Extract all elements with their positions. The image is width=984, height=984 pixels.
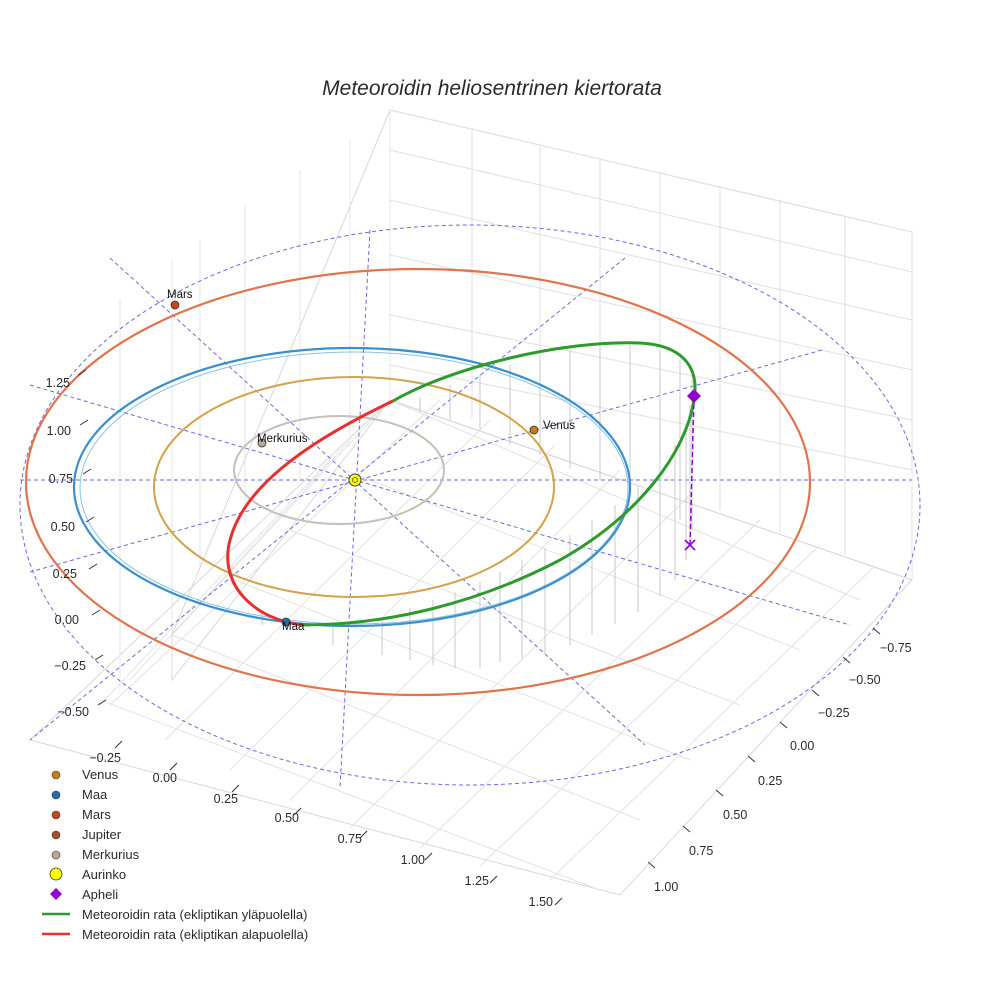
z-axis-tick-marks bbox=[77, 369, 107, 706]
planet-marker-earth bbox=[281, 617, 291, 627]
x-tick-label: 0.50 bbox=[275, 811, 299, 825]
meteoroid-orbit bbox=[226, 341, 697, 627]
legend-label: Apheli bbox=[82, 887, 118, 902]
legend-label: Mars bbox=[82, 807, 111, 822]
legend-symbol bbox=[51, 850, 61, 860]
x-tick-label: 0.00 bbox=[153, 771, 177, 785]
ecliptic-radial-3 bbox=[339, 229, 371, 789]
ecliptic-reference bbox=[19, 224, 921, 789]
legend-item-aphelion[interactable]: Apheli bbox=[50, 887, 118, 902]
z-tick-label: 0.25 bbox=[53, 567, 77, 581]
earth-orbit-inner bbox=[79, 351, 629, 625]
planet-label-earth: Maa bbox=[282, 621, 305, 633]
legend-item-mercury[interactable]: Merkurius bbox=[51, 847, 140, 862]
legend-item-sun[interactable]: Aurinko bbox=[49, 867, 126, 882]
z-tick-label: −0.50 bbox=[57, 705, 89, 719]
planet-marker-mercury bbox=[257, 438, 267, 448]
x-axis-tick-marks bbox=[114, 740, 563, 906]
grid-left-wall bbox=[99, 110, 391, 706]
legend-label: Jupiter bbox=[82, 827, 122, 842]
z-tick-label: −0.25 bbox=[54, 659, 86, 673]
y-tick-label: 0.50 bbox=[723, 808, 747, 822]
legend-item-orbit-below[interactable]: Meteoroidin rata (ekliptikan alapuolella… bbox=[42, 927, 308, 942]
z-tick-label: 0.75 bbox=[49, 472, 73, 486]
meteoroid-orbit-below bbox=[226, 399, 394, 627]
planet-label-mars: Mars bbox=[167, 289, 193, 301]
y-axis-tick-marks bbox=[647, 627, 881, 869]
x-tick-label: 1.50 bbox=[529, 895, 553, 909]
legend-label: Meteoroidin rata (ekliptikan alapuolella… bbox=[82, 927, 308, 942]
y-tick-label: 0.25 bbox=[758, 774, 782, 788]
z-tick-label: 1.25 bbox=[46, 376, 70, 390]
y-tick-label: 1.00 bbox=[654, 880, 678, 894]
z-tick-label: 0.50 bbox=[51, 520, 75, 534]
legend-item-orbit-above[interactable]: Meteoroidin rata (ekliptikan yläpuolella… bbox=[42, 907, 307, 922]
planet-orbits bbox=[24, 267, 812, 697]
legend-symbol bbox=[51, 830, 61, 840]
legend-symbol bbox=[50, 888, 62, 900]
legend-symbol bbox=[51, 810, 61, 820]
legend-symbol bbox=[49, 867, 63, 881]
legend-symbol bbox=[51, 790, 61, 800]
legend-item-jupiter[interactable]: Jupiter bbox=[51, 827, 122, 842]
z-axis-tick-labels: 1.25 1.00 0.75 0.50 0.25 0.00 −0.25 −0.5… bbox=[46, 376, 89, 719]
legend-symbol bbox=[51, 770, 61, 780]
earth-orbit bbox=[72, 346, 632, 628]
planet-label-mercury: Merkurius bbox=[257, 433, 308, 445]
legend-label: Meteoroidin rata (ekliptikan yläpuolella… bbox=[82, 907, 307, 922]
sun-marker bbox=[348, 473, 362, 487]
ecliptic-radial-2 bbox=[109, 257, 646, 746]
venus-orbit bbox=[153, 376, 555, 598]
x-axis-tick-labels: −0.25 0.00 0.25 0.50 0.75 1.00 1.25 1.50 bbox=[89, 751, 553, 909]
legend-label: Aurinko bbox=[82, 867, 126, 882]
legend[interactable]: Venus Maa Mars Jupiter Merkurius Aurinko… bbox=[42, 767, 308, 942]
x-tick-label: −0.25 bbox=[89, 751, 121, 765]
y-tick-label: −0.75 bbox=[880, 641, 912, 655]
legend-label: Maa bbox=[82, 787, 108, 802]
z-tick-label: 1.00 bbox=[47, 424, 71, 438]
planet-marker-venus bbox=[529, 425, 539, 435]
planet-marker-mars bbox=[170, 300, 180, 310]
aphelion-drop-line bbox=[689, 395, 695, 546]
z-tick-label: 0.00 bbox=[55, 613, 79, 627]
planet-label-venus: Venus bbox=[543, 420, 575, 432]
mars-orbit bbox=[24, 267, 812, 697]
x-tick-label: 1.00 bbox=[401, 853, 425, 867]
legend-label: Venus bbox=[82, 767, 119, 782]
y-tick-label: 0.00 bbox=[790, 739, 814, 753]
legend-item-earth[interactable]: Maa bbox=[51, 787, 108, 802]
meteoroid-orbit-above bbox=[302, 341, 697, 627]
aphelion-marker bbox=[687, 389, 701, 403]
y-axis-tick-labels: −0.75 −0.50 −0.25 0.00 0.25 0.50 0.75 1.… bbox=[654, 641, 912, 894]
legend-label: Merkurius bbox=[82, 847, 140, 862]
grid-floor bbox=[99, 399, 876, 891]
aphelion-projection-marker bbox=[684, 539, 696, 551]
mercury-orbit bbox=[233, 415, 445, 525]
x-tick-label: 0.75 bbox=[338, 832, 362, 846]
x-tick-label: 0.25 bbox=[214, 792, 238, 806]
y-tick-label: −0.25 bbox=[818, 706, 850, 720]
y-tick-label: −0.50 bbox=[849, 673, 881, 687]
y-tick-label: 0.75 bbox=[689, 844, 713, 858]
meteoroid-drop-lines bbox=[231, 345, 693, 668]
legend-item-mars[interactable]: Mars bbox=[51, 807, 111, 822]
back-wall-left bbox=[171, 109, 391, 682]
chart-title: Meteoroidin heliosentrinen kiertorata bbox=[322, 77, 662, 100]
ecliptic-radial-4 bbox=[29, 257, 626, 741]
legend-item-venus[interactable]: Venus bbox=[51, 767, 119, 782]
ecliptic-radial-6 bbox=[29, 384, 851, 626]
ecliptic-circle bbox=[19, 224, 921, 786]
x-tick-label: 1.25 bbox=[465, 874, 489, 888]
